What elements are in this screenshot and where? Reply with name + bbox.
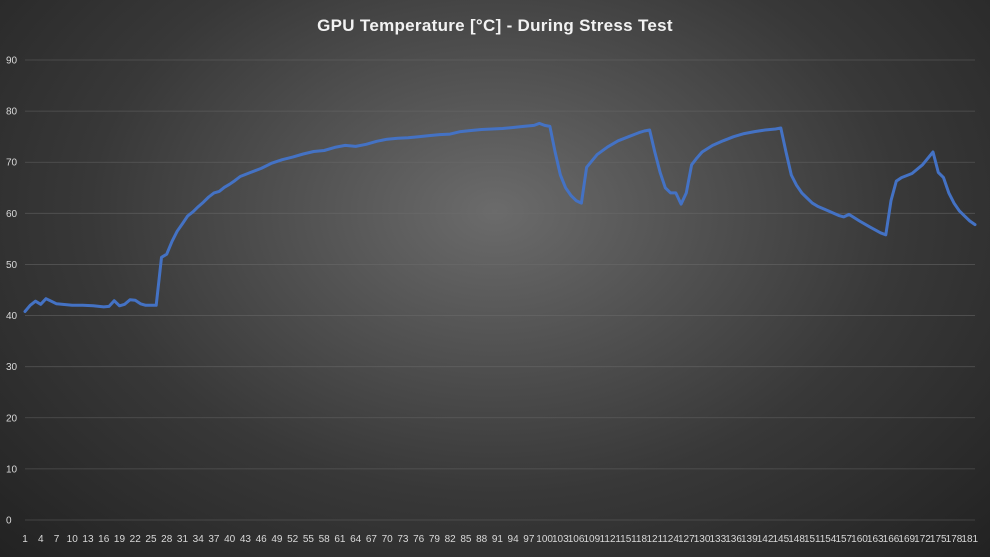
x-tick-label-40: 40 <box>224 534 236 545</box>
x-tick-label-10: 10 <box>67 534 79 545</box>
x-tick-label-148: 148 <box>788 534 805 545</box>
x-tick-label-97: 97 <box>523 534 535 545</box>
x-tick-label-76: 76 <box>413 534 425 545</box>
x-tick-label-70: 70 <box>382 534 394 545</box>
x-tick-label-145: 145 <box>772 534 789 545</box>
y-tick-label-10: 10 <box>6 464 18 475</box>
x-tick-label-109: 109 <box>584 534 601 545</box>
x-tick-label-61: 61 <box>334 534 346 545</box>
x-tick-label-154: 154 <box>820 534 837 545</box>
x-tick-label-133: 133 <box>709 534 726 545</box>
x-tick-label-13: 13 <box>82 534 94 545</box>
x-tick-label-121: 121 <box>646 534 663 545</box>
x-tick-label-52: 52 <box>287 534 299 545</box>
y-tick-label-20: 20 <box>6 413 18 424</box>
x-tick-label-85: 85 <box>460 534 472 545</box>
x-tick-label-139: 139 <box>741 534 758 545</box>
x-tick-label-172: 172 <box>914 534 931 545</box>
y-tick-label-60: 60 <box>6 209 18 220</box>
x-tick-label-106: 106 <box>568 534 585 545</box>
x-tick-label-64: 64 <box>350 534 362 545</box>
x-tick-label-22: 22 <box>130 534 142 545</box>
x-tick-label-1: 1 <box>22 534 28 545</box>
x-tick-label-175: 175 <box>930 534 947 545</box>
series-line-0 <box>23 121 977 313</box>
y-tick-label-40: 40 <box>6 311 18 322</box>
y-tick-label-0: 0 <box>6 516 12 527</box>
x-tick-label-151: 151 <box>804 534 821 545</box>
x-tick-label-115: 115 <box>615 534 631 545</box>
x-tick-label-136: 136 <box>725 534 742 545</box>
y-tick-label-70: 70 <box>6 158 18 169</box>
chart-title: GPU Temperature [°C] - During Stress Tes… <box>317 16 673 35</box>
x-tick-label-25: 25 <box>145 534 157 545</box>
x-tick-label-7: 7 <box>54 534 60 545</box>
x-tick-label-166: 166 <box>883 534 900 545</box>
x-tick-label-130: 130 <box>694 534 711 545</box>
x-tick-label-100: 100 <box>536 534 553 545</box>
x-tick-label-88: 88 <box>476 534 488 545</box>
x-tick-label-67: 67 <box>366 534 378 545</box>
y-tick-label-90: 90 <box>6 56 18 67</box>
x-tick-label-157: 157 <box>835 534 852 545</box>
x-tick-label-16: 16 <box>98 534 110 545</box>
y-tick-label-80: 80 <box>6 107 18 118</box>
x-tick-label-181: 181 <box>961 534 978 545</box>
x-tick-label-79: 79 <box>429 534 441 545</box>
x-tick-label-124: 124 <box>662 534 679 545</box>
x-tick-label-58: 58 <box>319 534 331 545</box>
x-tick-label-49: 49 <box>271 534 283 545</box>
x-tick-label-46: 46 <box>256 534 268 545</box>
y-tick-label-50: 50 <box>6 260 18 271</box>
x-tick-label-127: 127 <box>678 534 695 545</box>
x-tick-label-82: 82 <box>445 534 457 545</box>
x-tick-label-28: 28 <box>161 534 173 545</box>
x-tick-label-178: 178 <box>946 534 963 545</box>
x-tick-label-118: 118 <box>631 534 647 545</box>
x-tick-label-34: 34 <box>193 534 205 545</box>
x-tick-label-37: 37 <box>208 534 220 545</box>
x-tick-label-73: 73 <box>397 534 409 545</box>
x-tick-label-43: 43 <box>240 534 252 545</box>
x-tick-label-19: 19 <box>114 534 126 545</box>
x-tick-label-4: 4 <box>38 534 44 545</box>
x-tick-label-91: 91 <box>492 534 504 545</box>
y-tick-label-30: 30 <box>6 362 18 373</box>
x-tick-label-160: 160 <box>851 534 868 545</box>
x-tick-label-163: 163 <box>867 534 884 545</box>
x-tick-label-142: 142 <box>757 534 774 545</box>
x-tick-label-55: 55 <box>303 534 315 545</box>
x-tick-label-31: 31 <box>177 534 189 545</box>
x-tick-label-112: 112 <box>600 534 616 545</box>
x-tick-label-169: 169 <box>898 534 915 545</box>
x-tick-label-94: 94 <box>508 534 520 545</box>
x-tick-label-103: 103 <box>552 534 569 545</box>
